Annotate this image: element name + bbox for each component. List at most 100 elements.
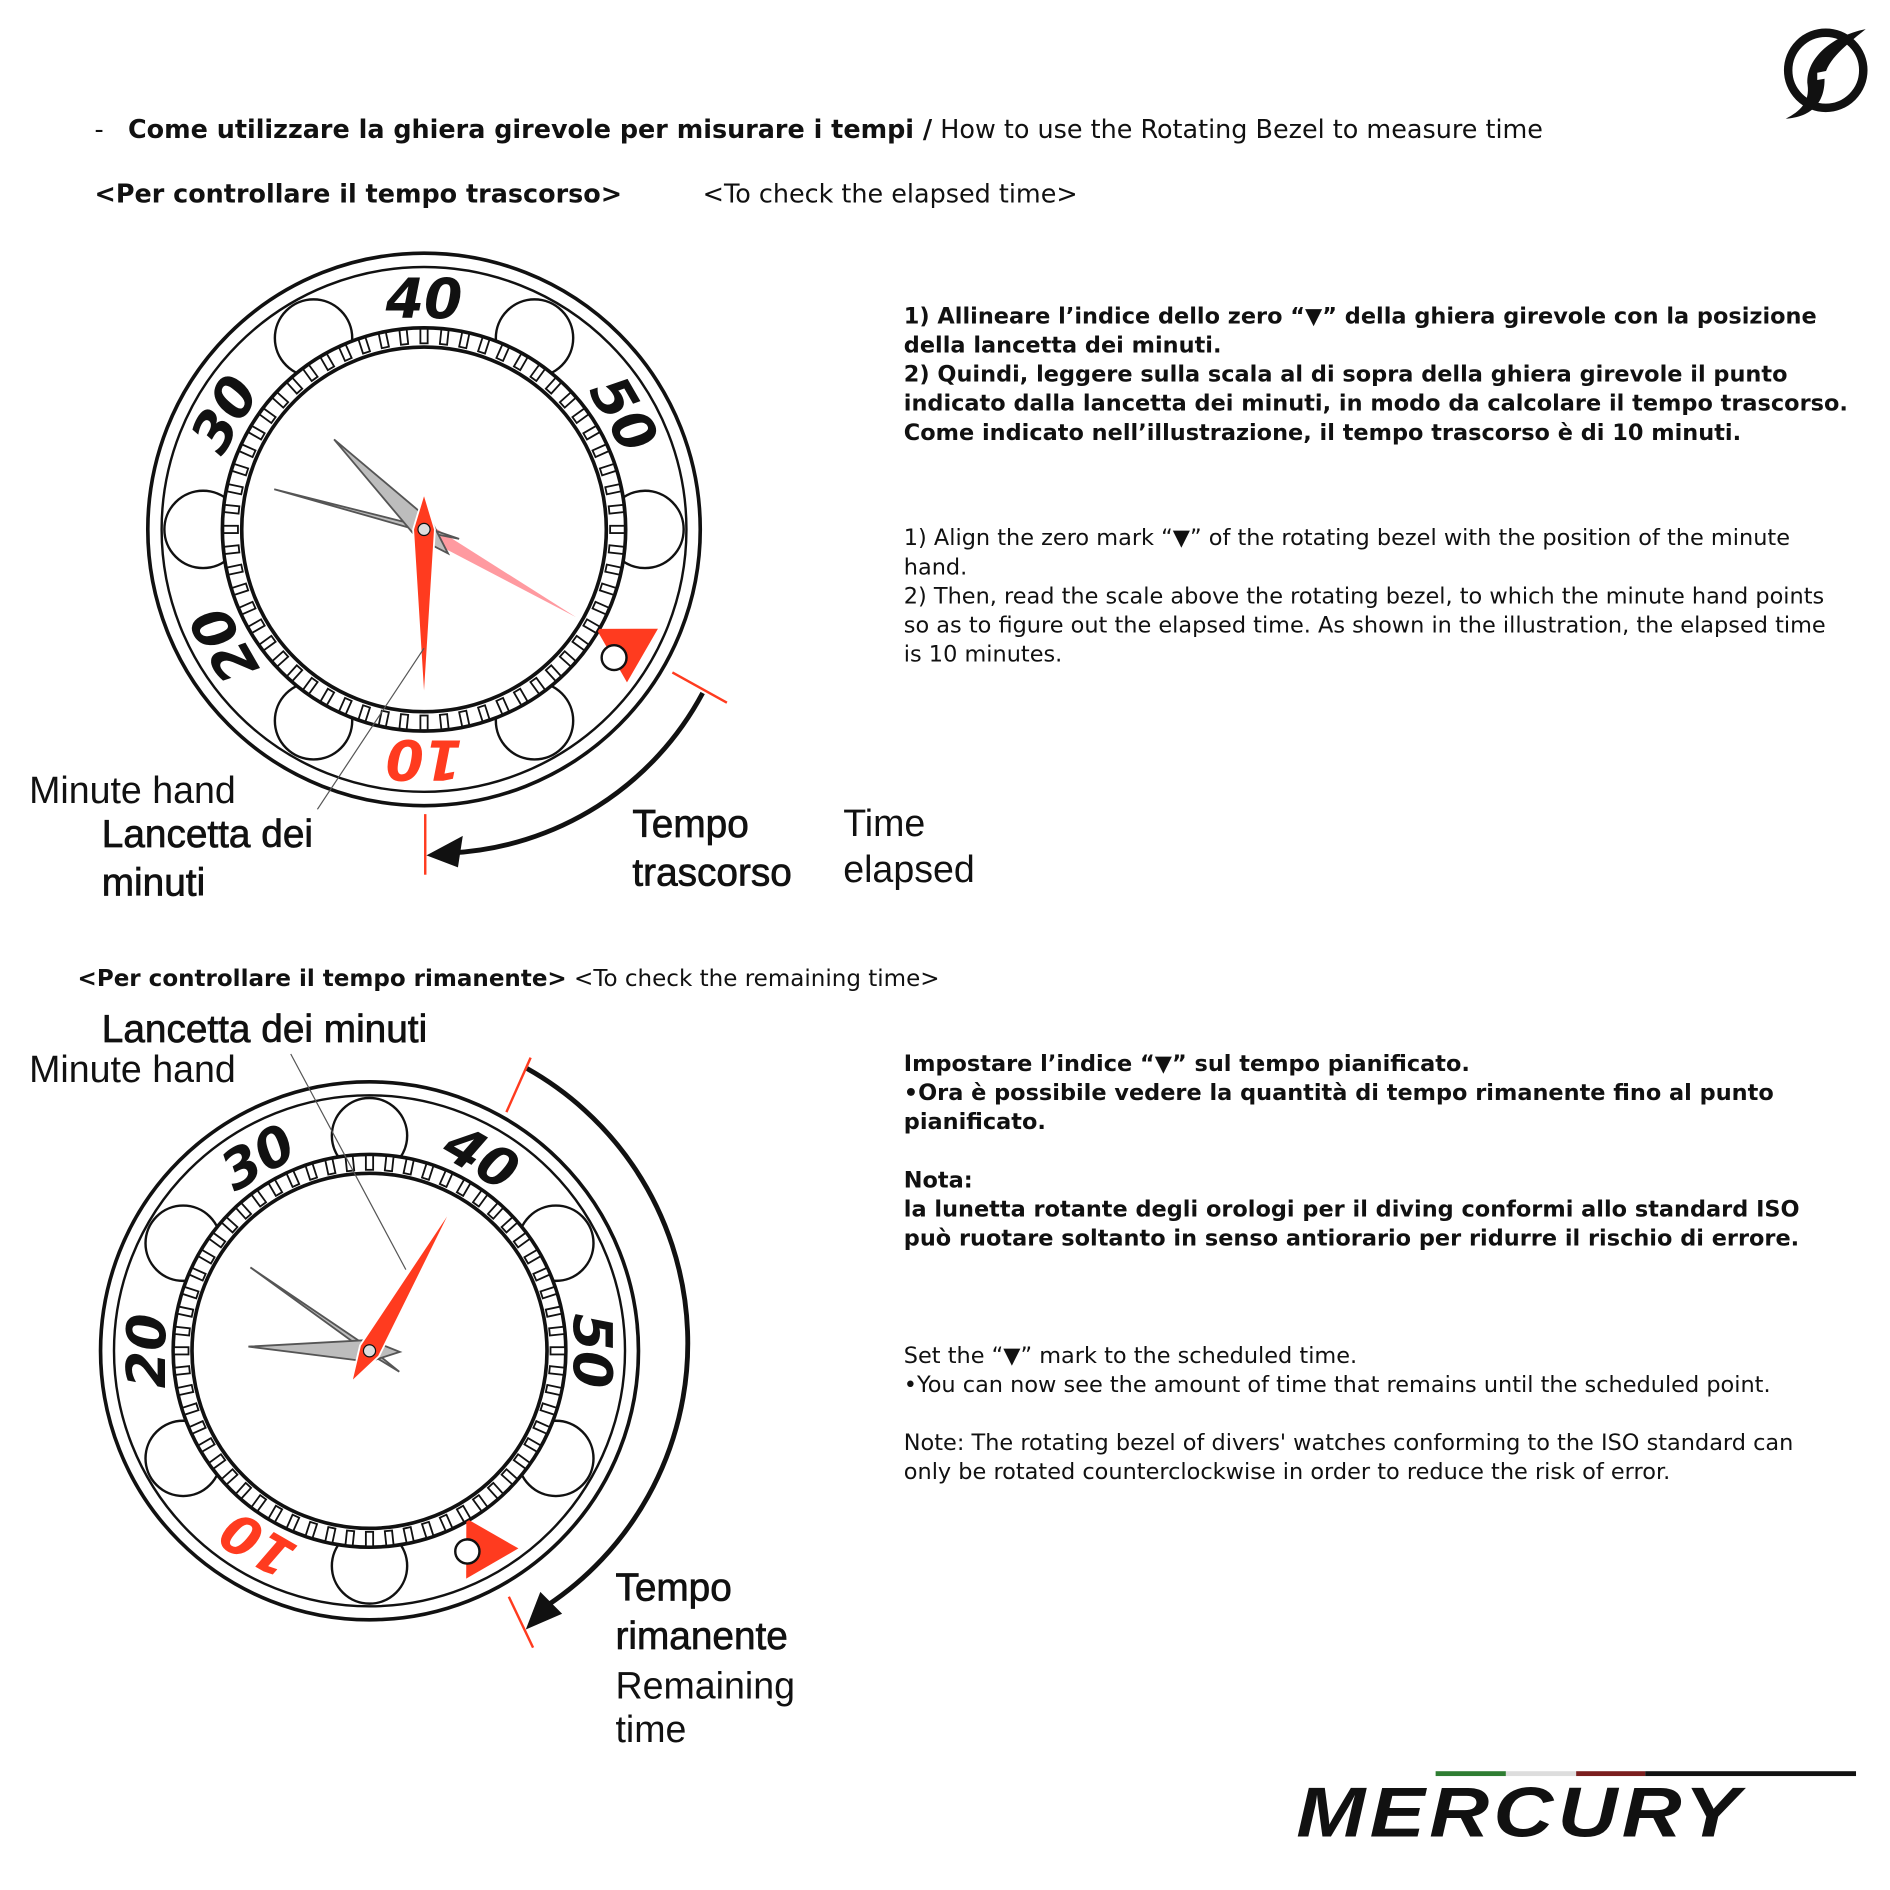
f-swoosh-logo-icon [1783, 28, 1868, 119]
end-tick [507, 1596, 535, 1649]
label-line: Lancetta dei [101, 811, 314, 856]
minute-tick [523, 1436, 542, 1453]
minute-tick [604, 483, 623, 496]
minute-tick [230, 582, 250, 597]
minute-tick [402, 1526, 415, 1544]
start-tick [505, 1057, 532, 1113]
minute-tick [495, 696, 511, 716]
minute-tick [476, 336, 491, 355]
remaining-heading: <Per controllare il tempo rimanente> <To… [78, 966, 940, 993]
minute-tick [285, 1513, 301, 1533]
minute-tick [223, 503, 241, 515]
minute-tick [604, 563, 623, 576]
minute-tick [544, 376, 563, 395]
minute-tick [364, 1154, 375, 1171]
minute-tick [271, 649, 290, 668]
minute-tick [523, 1248, 542, 1265]
minute-tick [598, 582, 618, 597]
minute-tick [544, 1305, 563, 1318]
minute-tick [230, 462, 250, 477]
minute-tick [247, 424, 266, 441]
label-line: time [615, 1708, 687, 1751]
minute-tick [197, 1248, 216, 1265]
bezel-number: 50 [561, 1313, 624, 1388]
label-line: Remaining [615, 1664, 795, 1708]
minute-tick [383, 1529, 395, 1547]
minute-tick [267, 1504, 284, 1524]
start-tick [671, 671, 728, 704]
label-line: trascorso [632, 850, 792, 895]
minute-tick [591, 600, 610, 616]
minute-tick [344, 1529, 356, 1547]
minute-tick [532, 1266, 551, 1282]
label-line: Time [843, 802, 926, 845]
minute-tick [558, 391, 577, 409]
minute-tick [486, 1201, 505, 1221]
minute-tick [357, 704, 372, 723]
minute-tick [532, 1419, 551, 1435]
bezel-number: 40 [385, 268, 463, 332]
minute-tick [548, 1365, 566, 1376]
minute-tick [377, 709, 390, 728]
minute-tick [250, 1189, 268, 1208]
mercury-logo: MERCURY [1296, 1771, 1856, 1851]
minute-tick [582, 424, 601, 441]
minute-tick [402, 1157, 415, 1176]
minute-tick [607, 544, 625, 556]
minute-tick [544, 663, 563, 683]
minute-tick [455, 1178, 472, 1198]
minute-tick [420, 1520, 435, 1540]
remaining-heading-it: <Per controllare il tempo rimanente> [77, 965, 567, 993]
zero-mark-triangle [466, 1518, 519, 1579]
minute-tick [383, 1154, 395, 1173]
minute-tick [455, 1504, 472, 1524]
note-text-it: la lunetta rotante degli orologi per il … [903, 1196, 1800, 1252]
minute-tick [188, 1419, 207, 1435]
minute-tick [607, 503, 625, 515]
minute-tick [357, 336, 372, 355]
minute-tick [591, 443, 610, 459]
label-time-elapsed-en: Time elapsed [843, 801, 975, 893]
step-1-it: 1) Allineare l’indice dello zero “▼” del… [903, 304, 1817, 359]
minute-tick [225, 563, 244, 576]
label-line: minuti [101, 860, 206, 904]
minute-tick [225, 483, 244, 496]
minute-tick [223, 544, 241, 556]
minute-tick [419, 327, 429, 345]
minute-tick [319, 352, 336, 372]
header: - Come utilizzare la ghiera girevole per… [94, 115, 1542, 144]
label-minute-hand-en-2: Minute hand [29, 1047, 236, 1091]
arrow-head-icon [525, 1591, 563, 1630]
minute-tick [176, 1305, 195, 1318]
center-pin [417, 522, 431, 537]
label-time-remaining-it: Tempo rimanente [615, 1563, 788, 1660]
minute-tick [238, 443, 257, 459]
minute-tick [207, 1453, 227, 1470]
minute-tick [512, 687, 529, 707]
italian-stripe [1435, 1771, 1856, 1777]
minute-tick [539, 1402, 558, 1416]
remaining-heading-en: <To check the remaining time> [574, 965, 940, 993]
minute-tick [258, 407, 277, 425]
minute-tick [271, 391, 290, 409]
label-line: elapsed [843, 848, 975, 891]
minute-tick [476, 704, 491, 723]
bezel-number: 10 [386, 727, 463, 791]
minute-tick [512, 1231, 532, 1249]
minute-tick [181, 1402, 200, 1416]
minute-tick [319, 687, 336, 707]
minute-tick [398, 328, 410, 346]
elapsed-time-arc [450, 691, 705, 856]
label-line: Tempo [615, 1565, 732, 1609]
minute-tick [250, 1493, 268, 1513]
second-hand-tail [413, 523, 577, 618]
minute-tick [458, 709, 471, 728]
minute-tick [438, 1169, 454, 1189]
minute-tick [420, 1162, 435, 1181]
lume-pip [454, 1538, 481, 1565]
instruction-line: Impostare l’indice “▼” sul tempo pianifi… [903, 1051, 1470, 1078]
minute-tick [258, 634, 277, 652]
